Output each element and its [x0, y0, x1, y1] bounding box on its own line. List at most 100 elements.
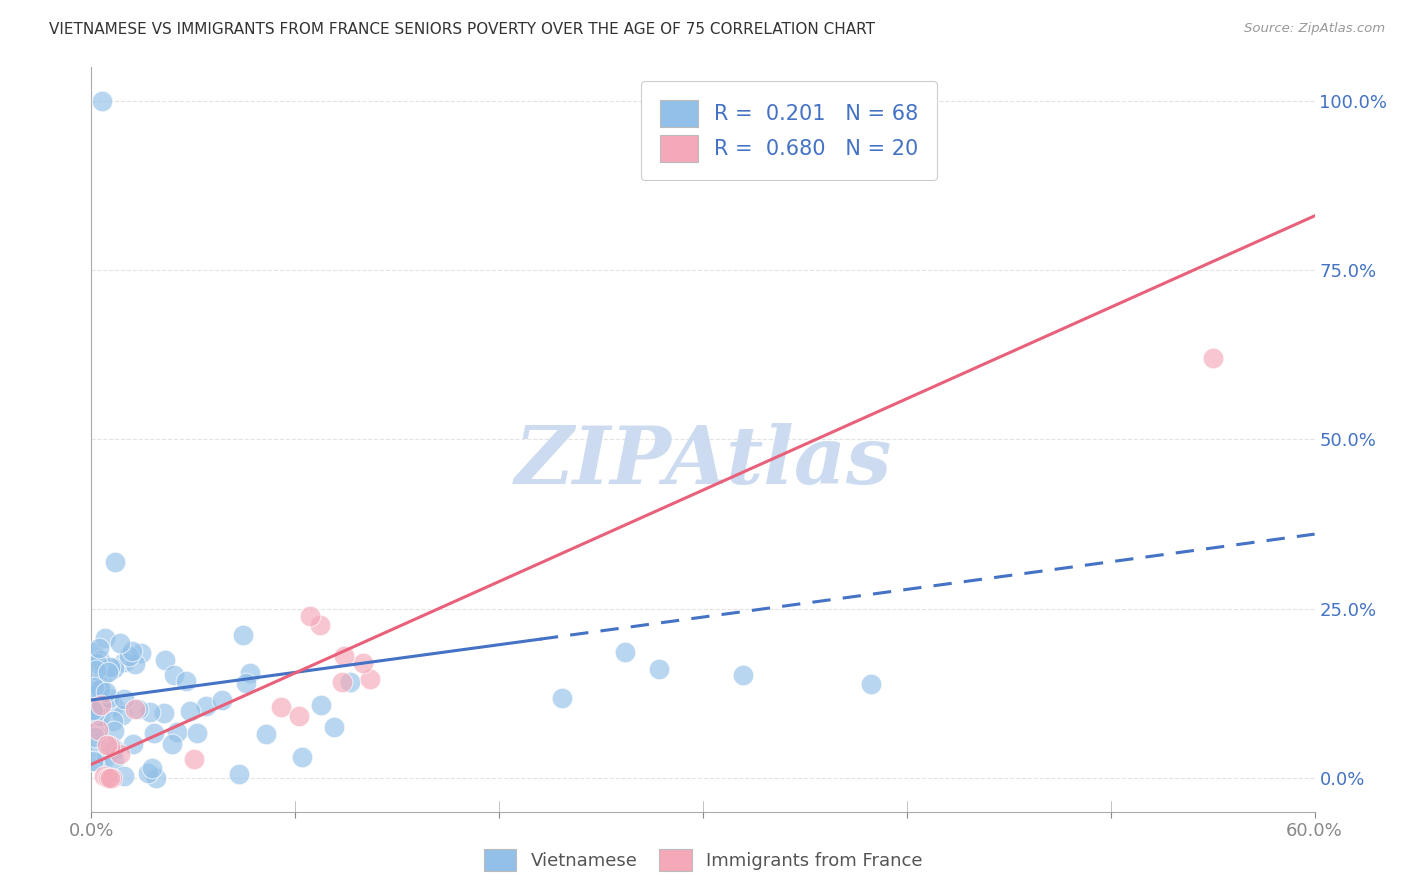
- Point: [93, 769, 115, 783]
- Point: [139, 705, 162, 719]
- Point: [112, 655, 135, 669]
- Point: [186, 725, 208, 739]
- Point: [84, 663, 107, 677]
- Point: [94, 685, 117, 699]
- Point: [122, 737, 145, 751]
- Point: [91, 695, 114, 709]
- Legend: R =  0.201   N = 68, R =  0.680   N = 20: R = 0.201 N = 68, R = 0.680 N = 20: [641, 81, 938, 180]
- Point: [332, 648, 354, 663]
- Point: [112, 692, 135, 706]
- Point: [86, 681, 108, 695]
- Point: [110, 747, 132, 762]
- Point: [97, 665, 120, 679]
- Point: [731, 668, 754, 682]
- Point: [359, 672, 381, 686]
- Point: [211, 692, 233, 706]
- Point: [287, 709, 309, 723]
- Point: [291, 749, 314, 764]
- Point: [84, 735, 107, 749]
- Point: [309, 698, 332, 712]
- Point: [98, 771, 121, 785]
- Point: [82, 703, 104, 717]
- Point: [352, 656, 374, 670]
- Text: Source: ZipAtlas.com: Source: ZipAtlas.com: [1244, 22, 1385, 36]
- Point: [323, 720, 346, 734]
- Point: [127, 702, 149, 716]
- Point: [89, 681, 111, 696]
- Point: [110, 708, 132, 723]
- Point: [124, 702, 146, 716]
- Point: [183, 752, 205, 766]
- Point: [239, 665, 262, 680]
- Point: [103, 698, 125, 713]
- Point: [103, 742, 125, 756]
- Point: [551, 690, 574, 705]
- Point: [89, 653, 111, 667]
- Point: [112, 769, 135, 783]
- Point: [143, 725, 166, 739]
- Point: [84, 730, 107, 744]
- Point: [82, 701, 104, 715]
- Point: [859, 677, 882, 691]
- Point: [153, 706, 176, 721]
- Point: [648, 662, 671, 676]
- Point: [103, 723, 125, 738]
- Point: [195, 698, 218, 713]
- Point: [96, 738, 118, 752]
- Point: [86, 696, 108, 710]
- Point: [299, 609, 322, 624]
- Point: [103, 714, 125, 728]
- Point: [145, 771, 167, 785]
- Point: [254, 727, 277, 741]
- Point: [96, 749, 118, 764]
- Point: [108, 636, 131, 650]
- Point: [83, 680, 105, 694]
- Point: [87, 640, 110, 655]
- Point: [235, 676, 257, 690]
- Point: [91, 669, 114, 683]
- Point: [98, 739, 121, 754]
- Text: VIETNAMESE VS IMMIGRANTS FROM FRANCE SENIORS POVERTY OVER THE AGE OF 75 CORRELAT: VIETNAMESE VS IMMIGRANTS FROM FRANCE SEN…: [49, 22, 875, 37]
- Point: [179, 704, 201, 718]
- Point: [89, 708, 111, 723]
- Point: [228, 767, 250, 781]
- Point: [84, 718, 107, 732]
- Point: [309, 618, 332, 632]
- Point: [90, 94, 112, 108]
- Point: [270, 700, 292, 714]
- Point: [98, 659, 121, 673]
- Point: [82, 645, 104, 659]
- Point: [98, 691, 121, 706]
- Point: [614, 645, 637, 659]
- Point: [339, 674, 361, 689]
- Point: [89, 679, 111, 693]
- Point: [118, 648, 141, 663]
- Point: [166, 724, 188, 739]
- Point: [103, 754, 125, 768]
- Point: [1202, 351, 1225, 365]
- Point: [101, 771, 124, 785]
- Point: [97, 771, 120, 785]
- Point: [94, 632, 117, 646]
- Text: ZIPAtlas: ZIPAtlas: [515, 423, 891, 500]
- Point: [163, 668, 186, 682]
- Legend: Vietnamese, Immigrants from France: Vietnamese, Immigrants from France: [477, 842, 929, 879]
- Point: [232, 628, 254, 642]
- Point: [121, 644, 143, 658]
- Point: [82, 754, 104, 768]
- Point: [87, 723, 110, 737]
- Point: [174, 673, 197, 688]
- Point: [332, 674, 354, 689]
- Point: [84, 701, 107, 715]
- Point: [153, 653, 176, 667]
- Point: [160, 737, 183, 751]
- Point: [86, 656, 108, 670]
- Point: [136, 766, 159, 780]
- Point: [103, 661, 125, 675]
- Point: [83, 706, 105, 720]
- Point: [141, 761, 163, 775]
- Point: [129, 646, 152, 660]
- Point: [103, 555, 125, 569]
- Point: [90, 698, 112, 713]
- Point: [82, 754, 104, 768]
